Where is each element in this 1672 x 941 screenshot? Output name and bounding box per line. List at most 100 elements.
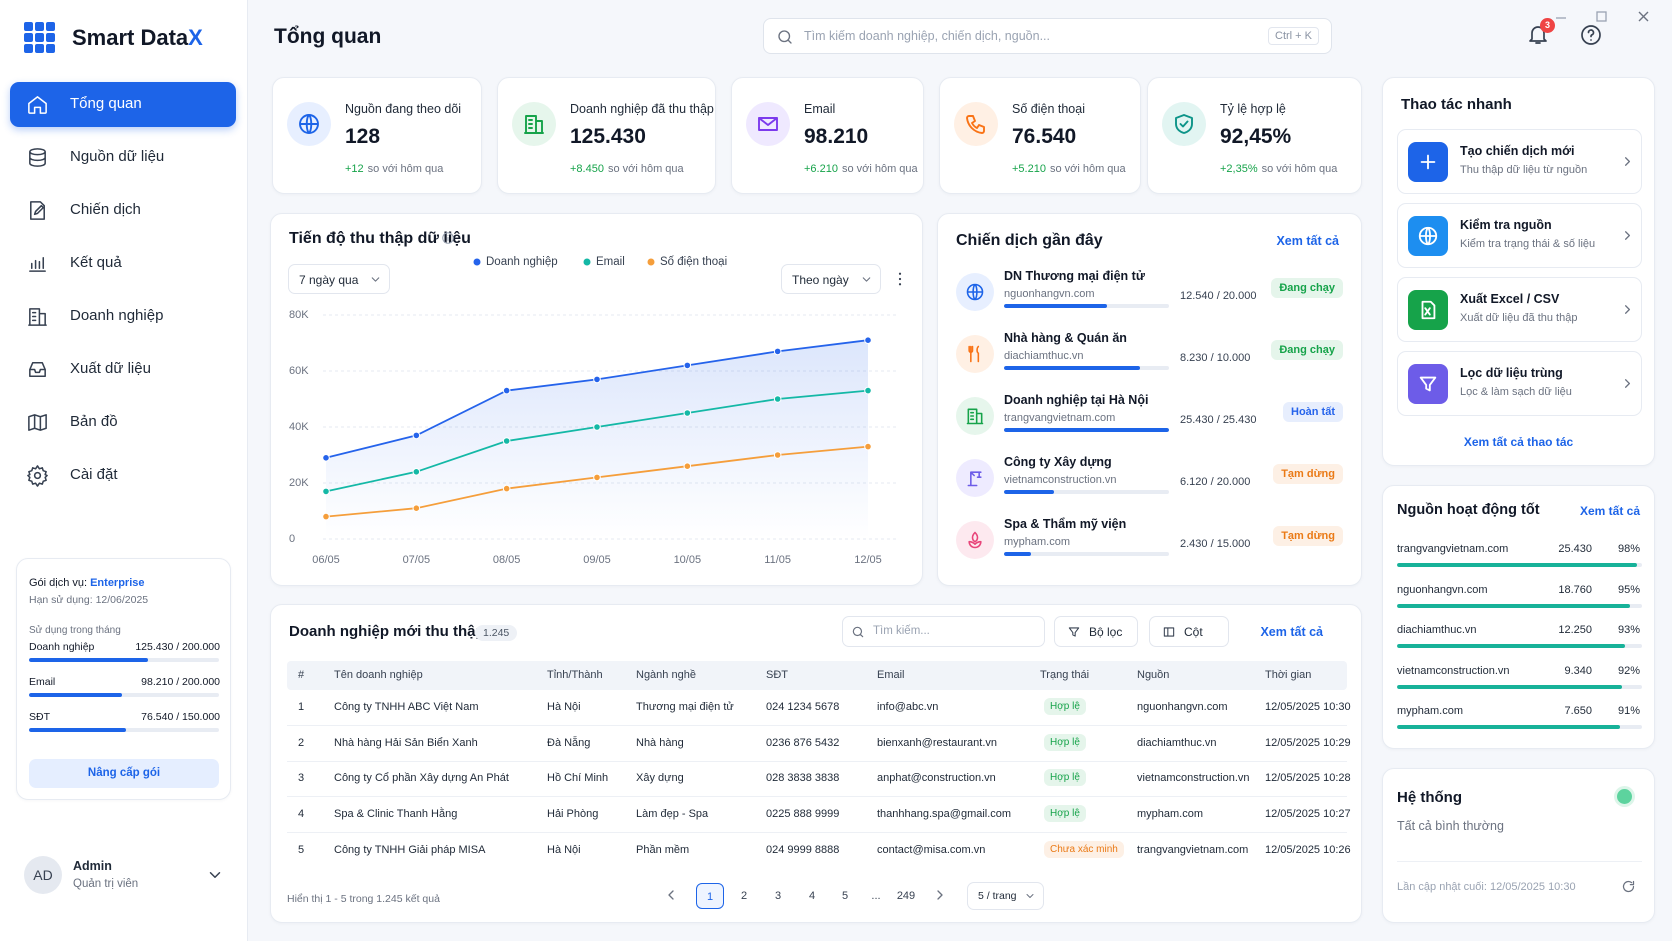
- stat-value: 76.540: [1012, 125, 1077, 148]
- columns-button[interactable]: Cột: [1149, 616, 1229, 647]
- series-point: [502, 437, 511, 445]
- series-point: [593, 473, 601, 482]
- campaign-count: 25.430 / 25.430: [1180, 414, 1257, 426]
- icon-shape: [30, 201, 45, 220]
- page-button[interactable]: ...: [871, 890, 881, 902]
- source-rate: 92%: [1617, 664, 1640, 677]
- campaign-status: Đang chạy: [1271, 278, 1343, 298]
- stat-icon: [512, 102, 556, 146]
- campaign-status: Hoàn tất: [1283, 402, 1343, 422]
- stat-delta-line: +8.450 so với hôm qua: [570, 163, 684, 175]
- icon-shape: [1418, 226, 1438, 246]
- icon: [1418, 226, 1438, 246]
- icon: [966, 283, 984, 301]
- quick-action[interactable]: Xuất Excel / CSV Xuất dữ liệu đã thu thập: [1397, 277, 1642, 342]
- campaign-icon: [956, 335, 994, 373]
- campaigns-link[interactable]: Xem tất cả: [1276, 234, 1339, 248]
- campaign-name: Spa & Thẩm mỹ viện: [1004, 517, 1127, 531]
- nav-label: Nguồn dữ liệu: [70, 148, 165, 165]
- icon: [30, 201, 45, 220]
- table-cell: Spa & Clinic Thanh Hằng: [334, 808, 458, 821]
- nav-item[interactable]: Chiến dịch: [10, 188, 236, 233]
- table-search[interactable]: Tìm kiếm...: [842, 616, 1045, 647]
- search-box[interactable]: Tìm kiếm doanh nghiệp, chiến dịch, nguồn…: [763, 18, 1332, 54]
- table-cell: Hà Nội: [547, 701, 581, 713]
- source-domain: vietnamconstruction.vn: [1397, 664, 1510, 677]
- nav-item[interactable]: Bản đồ: [10, 400, 236, 445]
- nav-item[interactable]: Cài đặt: [10, 453, 236, 498]
- page-button[interactable]: 4: [808, 890, 816, 902]
- table-link[interactable]: Xem tất cả: [1260, 625, 1323, 639]
- column-header: Trạng thái: [1040, 669, 1090, 681]
- usage-title: Sử dụng trong tháng: [29, 625, 121, 636]
- nav-item[interactable]: Nguồn dữ liệu: [10, 135, 236, 180]
- nav-item[interactable]: Kết quả: [10, 241, 236, 286]
- page-button[interactable]: 2: [740, 890, 748, 902]
- icon: [1625, 157, 1630, 166]
- stat-delta: +12: [345, 163, 364, 175]
- table-cell: Xây dựng: [636, 772, 684, 785]
- quick-action[interactable]: Tạo chiến dịch mới Thu thập dữ liệu từ ng…: [1397, 129, 1642, 194]
- icon: [1419, 376, 1437, 392]
- column-header: SĐT: [766, 669, 788, 681]
- quick-action[interactable]: Lọc dữ liệu trùng Lọc & làm sạch dữ liệu: [1397, 351, 1642, 416]
- icon: [967, 471, 982, 487]
- brand-name: Smart Data: [72, 25, 189, 50]
- campaign-count: 8.230 / 10.000: [1180, 352, 1251, 364]
- campaign-domain: trangvangvietnam.com: [1004, 412, 1116, 424]
- next-page: [937, 890, 943, 900]
- page-size-label: 5 / trang: [978, 890, 1017, 902]
- page-size[interactable]: 5 / trang: [967, 882, 1044, 910]
- user-name: Admin: [73, 859, 112, 873]
- quick-actions-link[interactable]: Xem tất cả thao tác: [1463, 435, 1574, 449]
- table-footer: Hiển thị 1 - 5 trong 1.245 kết quả: [287, 893, 440, 905]
- page-button[interactable]: 5: [841, 890, 849, 902]
- usage-bar-track: [29, 693, 219, 697]
- plan-name: Enterprise: [90, 577, 145, 589]
- stat-label: Doanh nghiệp đã thu thập: [570, 102, 714, 116]
- granularity-label: Theo ngày: [792, 273, 849, 287]
- table-search-placeholder: Tìm kiếm...: [873, 625, 930, 637]
- stat-card: Doanh nghiệp đã thu thập 125.430 +8.450 so …: [497, 77, 716, 194]
- stat-delta: +8.450: [570, 163, 604, 175]
- table-cell: Thương mại điện tử: [636, 701, 734, 713]
- series-point: [773, 395, 782, 403]
- y-tick-label: 40K: [289, 421, 309, 433]
- page-button[interactable]: 249: [896, 890, 916, 902]
- range-select[interactable]: 7 ngày qua: [288, 264, 390, 294]
- prev-page-shape: [668, 890, 674, 900]
- sources-link[interactable]: Xem tất cả: [1579, 504, 1640, 518]
- usage-value: 98.210 / 200.000: [141, 676, 220, 688]
- table-cell: Hồ Chí Minh: [547, 772, 609, 785]
- shortcut: Ctrl + K: [1268, 27, 1319, 45]
- table-cell: Nhà hàng: [636, 736, 684, 749]
- series-point: [683, 409, 692, 417]
- stat-note: so với hôm qua: [1261, 163, 1338, 175]
- campaign-icon: [956, 459, 994, 497]
- usage-bar-track: [29, 658, 219, 662]
- campaign-name: Doanh nghiệp tại Hà Nội: [1004, 393, 1149, 407]
- nav-item[interactable]: Xuất dữ liệu: [10, 347, 236, 392]
- upgrade-button[interactable]: Nâng cấp gói: [29, 759, 219, 788]
- notifications[interactable]: 3: [1526, 18, 1555, 48]
- icon-shape: [966, 115, 985, 134]
- help-button[interactable]: [1579, 23, 1604, 48]
- icon: [966, 408, 984, 425]
- icon-shape: [1421, 300, 1436, 320]
- nav-item[interactable]: Doanh nghiệp: [10, 294, 236, 339]
- stat-icon: [287, 102, 331, 146]
- stat-label: Nguồn đang theo dõi: [345, 102, 462, 116]
- quick-action[interactable]: Kiểm tra nguồn Kiểm tra trạng thái & số l…: [1397, 203, 1642, 268]
- legend-label: Số điện thoại: [660, 256, 727, 268]
- campaign-domain: diachiamthuc.vn: [1004, 350, 1084, 362]
- stat-value: 92,45%: [1220, 125, 1292, 148]
- source-rate: 93%: [1617, 624, 1640, 636]
- granularity-select[interactable]: Theo ngày: [781, 264, 881, 294]
- page-button[interactable]: 3: [774, 890, 782, 902]
- row-divider: [287, 796, 1347, 798]
- nav-item[interactable]: Tổng quan: [10, 82, 236, 127]
- refresh-button-shape: [1622, 880, 1635, 893]
- source-domain: diachiamthuc.vn: [1397, 624, 1477, 636]
- page-button[interactable]: 1: [696, 883, 724, 909]
- filter-button[interactable]: Bộ lọc: [1054, 616, 1138, 647]
